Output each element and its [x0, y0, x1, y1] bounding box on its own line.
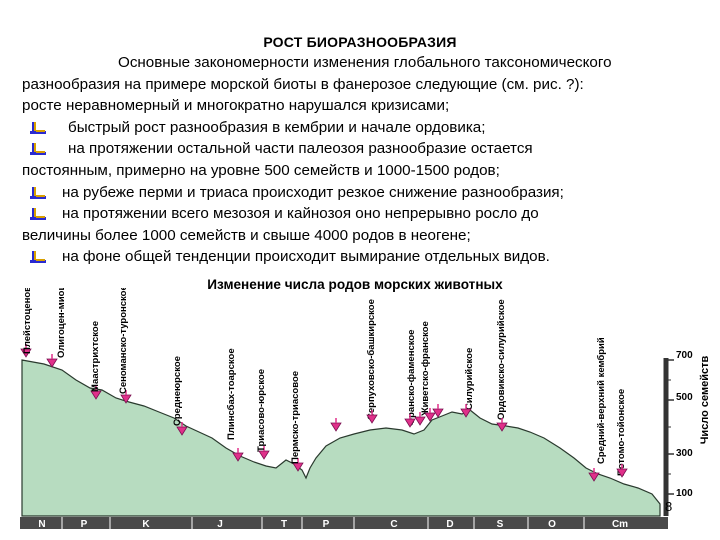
bullet-item: на протяжении всего мезозоя и кайнозоя о… [22, 203, 702, 225]
bullet-pin-icon [30, 143, 46, 156]
event-label: Живетско-франское [420, 321, 431, 417]
bullet-pin-icon [30, 186, 46, 199]
y-tick-label: 500 [676, 392, 693, 403]
period-label: J [217, 519, 223, 530]
bullet-pin-icon [30, 208, 46, 221]
bullet-text: быстрый рост разнообразия в кембрии и на… [68, 118, 486, 136]
bullet-pin-icon [30, 121, 46, 134]
period-label: S [497, 519, 504, 530]
period-label: T [281, 519, 287, 530]
period-label: N [38, 519, 45, 530]
bullet-continuation: величины более 1000 семейств и свыше 400… [22, 226, 471, 244]
intro-line-2: разнообразия на примере морской биоты в … [22, 75, 584, 93]
y-axis: 700 500 300 100 Число семейств [663, 350, 711, 516]
bullet-item: на протяжении остальной части палеозоя р… [22, 138, 702, 160]
period-label: K [142, 519, 150, 530]
bullet-item: быстрый рост разнообразия в кембрии и на… [22, 117, 702, 139]
y-tick-label: 700 [676, 350, 693, 361]
event-label: Пермско-триасовое [290, 371, 301, 464]
period-label: P [323, 519, 330, 530]
y-tick-label: 100 [676, 488, 693, 499]
event-label: Франско-фаменское [406, 330, 417, 426]
period-label: P [81, 519, 88, 530]
event-label: Олигоцен-миоценовое [56, 288, 67, 358]
diversity-figure: 700 500 300 100 Число семейств N P K J T P C D S… [20, 288, 711, 530]
bullet-text: на фоне общей тенденции происходит вымир… [62, 248, 550, 266]
event-label: Ботомо-тойонское [616, 389, 627, 476]
event-label: Силурийское [464, 348, 475, 410]
y-tick-label: 300 [676, 448, 693, 459]
event-label: Плинсбах-тоарское [226, 348, 237, 440]
intro-line-3: росте неравномерный и многократно наруша… [22, 97, 450, 115]
page-number: 8 [665, 499, 672, 514]
period-label: D [446, 519, 453, 530]
period-label: C [390, 519, 397, 530]
period-label: O [548, 519, 556, 530]
bullet-continuation: постоянным, примерно на уровне 500 семей… [22, 161, 500, 179]
event-label: Триасово-юрское [256, 369, 267, 452]
bullet-item: на фоне общей тенденции происходит вымир… [22, 246, 702, 268]
bullet-text: на рубеже перми и триаса происходит резк… [62, 183, 564, 201]
bullet-text: на протяжении всего мезозоя и кайнозоя о… [62, 205, 539, 223]
intro-line-1: Основные закономерности изменения глобал… [118, 54, 612, 71]
body-text: Основные закономерности изменения глобал… [22, 52, 702, 268]
event-label: Серпуховско-башкирское [366, 299, 377, 420]
page-title: РОСТ БИОРАЗНООБРАЗИЯ [263, 34, 457, 50]
period-bar: N P K J T P C D S O Cm [20, 517, 668, 530]
event-label: Среднеюрское [172, 356, 183, 426]
extinction-events: Плейстоценово-голоценовое Олигоцен-миоцен… [20, 288, 628, 482]
diversity-curve [21, 359, 661, 517]
event-marker [330, 422, 342, 432]
bullet-item: на рубеже перми и триаса происходит резк… [22, 182, 702, 204]
figure-caption: Изменение числа родов морских животных [207, 277, 503, 292]
y-axis-label: Число семейств [699, 355, 711, 444]
bullet-text: на протяжении остальной части палеозоя р… [68, 140, 533, 158]
event-label: Маастрихтское [90, 321, 101, 392]
event-label: Средний-верхний кембрий [596, 337, 607, 464]
period-label: Cm [612, 519, 628, 530]
event-label: Сеноманско-туронское [118, 288, 129, 394]
event-label: Ордовикско-силурийское [496, 299, 507, 420]
event-label: Плейстоценово-голоценовое [22, 288, 33, 354]
bullet-pin-icon [30, 251, 46, 264]
